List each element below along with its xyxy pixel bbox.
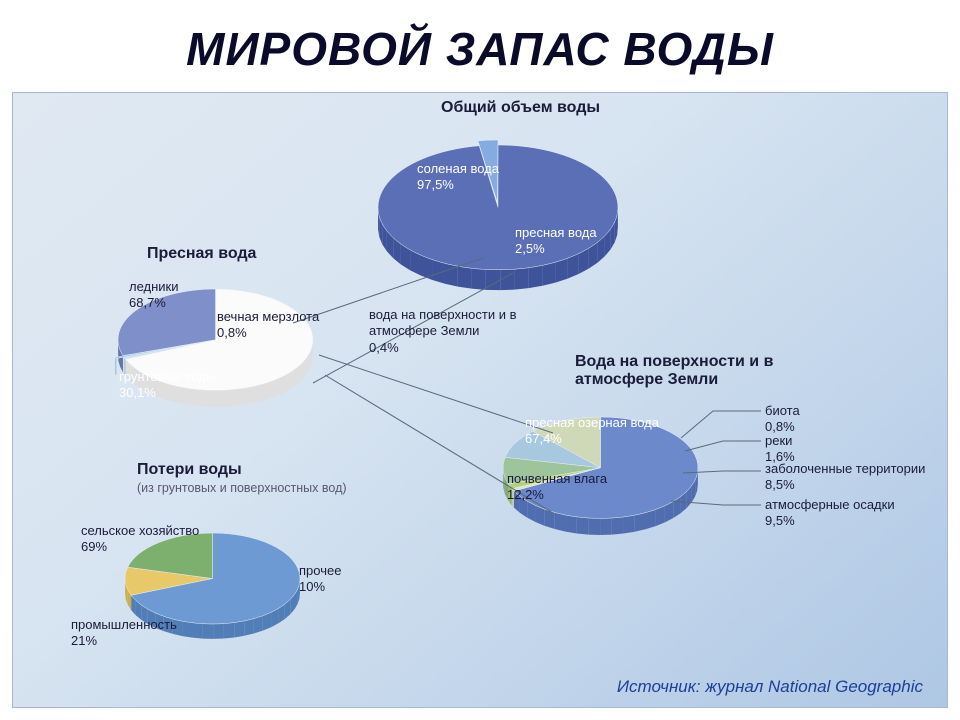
- slice-label-surface-5: почвенная влага12,2%: [507, 471, 607, 504]
- slice-label-fresh-0: ледники68,7%: [129, 279, 179, 312]
- slice-label-fresh-3: грунтовые воды30,1%: [119, 369, 215, 402]
- page-title: МИРОВОЙ ЗАПАС ВОДЫ: [186, 22, 774, 76]
- slice-label-surface-0: пресная озерная вода67,4%: [525, 415, 659, 448]
- chart-title-losses: Потери воды (из грунтовых и поверхностны…: [137, 461, 347, 497]
- slice-label-fresh-1: вечная мерзлота0,8%: [217, 309, 319, 342]
- slice-label-total-1: пресная вода2,5%: [515, 225, 597, 258]
- chart-title-total: Общий объем воды: [441, 99, 600, 117]
- chart-title-fresh: Пресная вода: [147, 245, 256, 263]
- slice-label-losses-0: сельское хозяйство69%: [81, 523, 199, 556]
- slice-label-losses-2: промышленность21%: [71, 617, 177, 650]
- slice-label-total-0: соленая вода97,5%: [417, 161, 499, 194]
- chart-title-surface: Вода на поверхности и в атмосфере Земли: [575, 353, 835, 389]
- slice-label-surface-3: заболоченные территории8,5%: [765, 461, 925, 494]
- source-line: Источник: журнал National Geographic: [617, 677, 923, 697]
- slice-label-surface-4: атмосферные осадки9,5%: [765, 497, 895, 530]
- slice-label-surface-1: биота0,8%: [765, 403, 800, 436]
- slice-label-fresh-2: вода на поверхности и в атмосфере Земли0…: [369, 307, 549, 356]
- chart-area: Общий объем воды Пресная вода Вода на по…: [12, 92, 948, 708]
- slice-label-losses-1: прочее10%: [299, 563, 341, 596]
